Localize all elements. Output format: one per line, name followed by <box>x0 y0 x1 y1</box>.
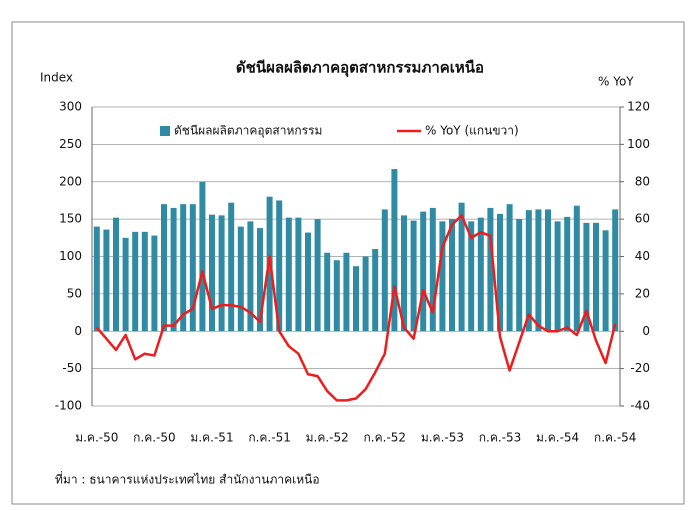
bar <box>593 222 599 332</box>
bar <box>516 219 523 332</box>
bar <box>506 204 513 332</box>
legend-swatch <box>160 126 170 136</box>
bar <box>545 209 551 332</box>
legend-label: % YoY (แกนขวา) <box>425 124 519 138</box>
bar <box>535 209 542 332</box>
bar <box>554 221 561 332</box>
bar <box>410 220 417 332</box>
bar <box>161 204 167 332</box>
bar <box>324 252 331 332</box>
bar <box>170 207 177 332</box>
y-tick-label: 100 <box>59 249 82 263</box>
bar <box>122 237 129 332</box>
x-tick-label: ม.ค.-52 <box>306 431 349 445</box>
line <box>95 214 617 402</box>
bar <box>449 219 455 332</box>
bar <box>362 256 369 332</box>
bar <box>199 181 206 332</box>
y2-tick-label: -40 <box>630 399 650 413</box>
bar <box>564 216 571 332</box>
y2-tick-label: 80 <box>635 174 650 188</box>
bar <box>247 221 254 332</box>
bar <box>372 249 379 332</box>
bar <box>602 230 609 332</box>
bar <box>487 207 494 332</box>
y-axis-label: Index <box>40 71 73 85</box>
bar <box>151 235 158 332</box>
bar <box>477 217 484 332</box>
y-tick-label: 0 <box>74 324 82 338</box>
y2-tick-label: -20 <box>630 361 650 375</box>
y-tick-label: 200 <box>59 174 82 188</box>
bar <box>343 252 350 332</box>
x-tick-label: ม.ค.-54 <box>536 431 579 445</box>
source: ที่มา : ธนาคารแห่งประเทศไทย สำนักงานภาคเ… <box>55 471 320 487</box>
y-tick-label: 250 <box>59 137 82 151</box>
y-tick-label: 150 <box>59 212 82 226</box>
bar <box>497 213 503 332</box>
bar <box>218 215 225 332</box>
bar <box>381 209 388 332</box>
bar <box>583 222 590 332</box>
x-tick-label: ม.ค.-53 <box>421 431 464 445</box>
bar <box>141 231 148 332</box>
bar <box>295 217 302 332</box>
bar <box>353 266 359 332</box>
bar <box>612 209 619 332</box>
bar <box>429 207 436 332</box>
bar <box>103 229 110 332</box>
bar <box>573 205 580 332</box>
bar <box>209 214 215 332</box>
chart-title: ดัชนีผลผลิตภาคอุตสาหกรรมภาคเหนือ <box>236 59 484 78</box>
bar <box>468 221 475 332</box>
bar <box>189 204 196 332</box>
y-tick-label: 300 <box>59 100 82 114</box>
bar <box>228 202 235 332</box>
y2-tick-label: 40 <box>635 249 650 263</box>
bar <box>132 231 139 332</box>
bar <box>180 204 187 332</box>
bar <box>458 202 465 332</box>
y2-tick-label: 0 <box>642 324 650 338</box>
y-tick-label: -100 <box>55 399 82 413</box>
x-tick-label: ก.ค.-54 <box>594 431 637 445</box>
y2-tick-label: 60 <box>635 212 650 226</box>
legend-label: ดัชนีผลผลิตภาคอุตสาหกรรม <box>174 124 322 139</box>
bar <box>276 200 283 332</box>
x-tick-label: ก.ค.-51 <box>248 431 291 445</box>
y-tick-label: 50 <box>67 286 82 300</box>
x-tick-label: ม.ค.-51 <box>190 431 233 445</box>
bar <box>257 228 263 332</box>
x-tick-label: ก.ค.-50 <box>133 431 176 445</box>
bar <box>391 169 398 332</box>
bar <box>305 232 311 332</box>
y2-tick-label: 120 <box>627 100 650 114</box>
bar <box>401 215 407 332</box>
bar <box>113 217 119 332</box>
y2-axis-label: % YoY <box>598 75 634 89</box>
x-tick-label: ก.ค.-52 <box>364 431 407 445</box>
x-tick-label: ก.ค.-53 <box>479 431 522 445</box>
bar <box>525 210 532 332</box>
x-tick-label: ม.ค.-50 <box>75 431 118 445</box>
bar <box>439 221 446 332</box>
bar <box>420 211 427 332</box>
bar <box>333 260 340 332</box>
y2-tick-label: 100 <box>627 137 650 151</box>
bar <box>237 226 244 332</box>
bar <box>93 226 100 332</box>
bar <box>285 217 292 332</box>
y2-tick-label: 20 <box>635 286 650 300</box>
bar <box>314 219 321 332</box>
y-tick-label: -50 <box>62 361 82 375</box>
